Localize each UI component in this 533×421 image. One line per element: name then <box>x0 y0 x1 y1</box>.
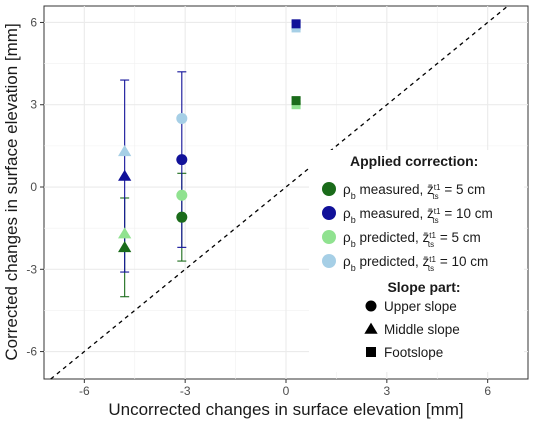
legend-label-correction: ρb measured, z̄t1 ts = 10 cm <box>343 206 493 225</box>
x-tick-label: 0 <box>283 384 290 398</box>
data-point-circle <box>176 211 188 223</box>
y-axis-ticks: -6 -3 0 3 6 <box>26 15 44 359</box>
data-point-square <box>291 96 301 106</box>
data-point-triangle <box>118 241 132 253</box>
legend-key-color <box>322 182 336 196</box>
data-points <box>118 19 301 253</box>
data-point-square <box>291 19 301 29</box>
y-tick-label: -6 <box>26 345 37 359</box>
legend-shape-items: Upper slope Middle slope Footslope <box>364 299 460 360</box>
legend-color-title: Applied correction: <box>350 153 478 169</box>
x-axis-title: Uncorrected changes in surface elevation… <box>108 400 463 419</box>
legend-shape-title: Slope part: <box>387 279 460 295</box>
legend: Applied correction: ρb measured, z̄t1 ts … <box>309 150 524 372</box>
legend-label-correction: ρb predicted, z̄t1 ts = 5 cm <box>343 230 481 249</box>
legend-label-slope: Footslope <box>384 345 443 360</box>
data-point-circle <box>176 154 188 166</box>
data-point-triangle <box>118 169 132 181</box>
legend-key-color <box>322 254 336 268</box>
legend-label-correction: ρb predicted, z̄t1 ts = 10 cm <box>343 254 488 273</box>
legend-label-slope: Middle slope <box>384 322 460 337</box>
y-tick-label: 0 <box>30 180 37 194</box>
x-axis-ticks: -6 -3 0 3 6 <box>79 379 491 398</box>
identity-reference-line <box>50 5 509 380</box>
legend-label-slope: Upper slope <box>384 299 457 314</box>
y-tick-label: 6 <box>30 15 37 29</box>
x-tick-label: 6 <box>484 384 491 398</box>
y-tick-label: -3 <box>26 262 37 276</box>
legend-key-square <box>366 347 376 357</box>
data-point-triangle <box>118 145 132 157</box>
data-point-circle <box>176 189 188 201</box>
legend-background <box>309 150 524 372</box>
legend-key-color <box>322 230 336 244</box>
x-tick-label: 3 <box>383 384 390 398</box>
x-tick-label: -6 <box>79 384 90 398</box>
legend-key-color <box>322 206 336 220</box>
x-tick-label: -3 <box>180 384 191 398</box>
legend-key-triangle <box>364 322 378 334</box>
y-axis-title: Corrected changes in surface elevation [… <box>2 23 21 360</box>
y-tick-label: 3 <box>30 98 37 112</box>
legend-key-circle <box>365 300 377 312</box>
data-point-circle <box>176 112 188 124</box>
legend-label-correction: ρb measured, z̄t1 ts = 5 cm <box>343 182 485 201</box>
legend-color-items: ρb measured, z̄t1 ts = 5 cm ρb measured, z… <box>322 182 493 273</box>
data-point-triangle <box>118 227 132 239</box>
